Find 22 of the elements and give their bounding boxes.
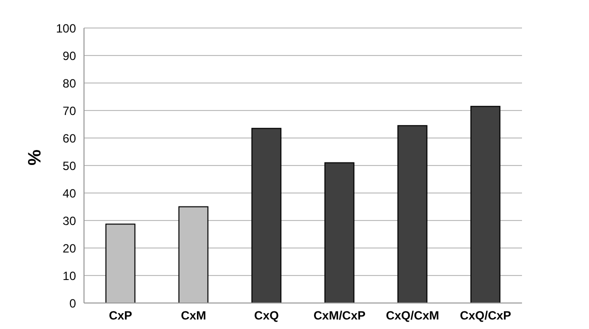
y-tick-label: 80	[62, 76, 76, 90]
x-tick-label: CxQ	[254, 308, 279, 323]
y-axis-title: %	[24, 149, 44, 166]
x-tick-label: CxQ/CxM	[386, 308, 440, 323]
y-tick-label: 20	[62, 241, 76, 256]
y-tick-label: 60	[62, 131, 76, 146]
bar	[470, 106, 500, 303]
y-tick-label: 100	[56, 21, 76, 36]
x-tick-label: CxM	[180, 308, 206, 323]
bar	[324, 162, 354, 303]
y-tick-label: 30	[62, 214, 76, 228]
y-tick-label: 0	[69, 296, 76, 310]
y-tick-label: 90	[62, 48, 76, 63]
y-tick-label: 70	[62, 104, 76, 118]
bar	[397, 125, 428, 303]
y-tick-label: 40	[62, 186, 76, 200]
bar	[251, 128, 282, 303]
x-tick-label: CxP	[108, 308, 132, 323]
x-tick-label: CxQ/CxP	[460, 308, 512, 323]
y-tick-label: 50	[62, 158, 76, 173]
y-tick-label: 10	[62, 268, 76, 283]
x-tick-label: CxM/CxP	[313, 308, 366, 323]
